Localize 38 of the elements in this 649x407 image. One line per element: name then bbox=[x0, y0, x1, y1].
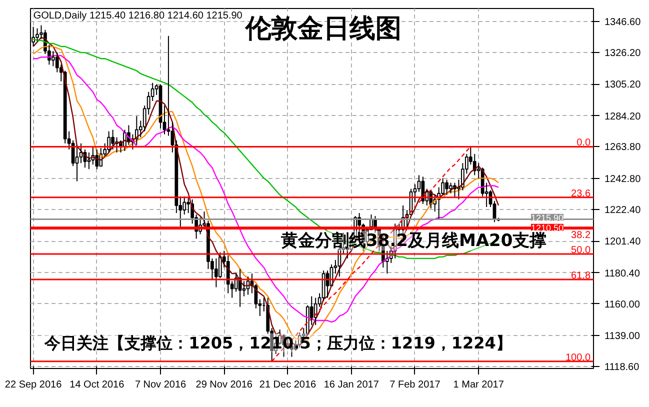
x-tick-label: 7 Nov 2016 bbox=[134, 380, 187, 390]
candlestick bbox=[95, 148, 99, 170]
y-tick-label: 1139.00 bbox=[604, 331, 640, 342]
candlestick bbox=[36, 28, 39, 41]
ref-line-label: 1210.50 bbox=[530, 222, 564, 233]
candlestick bbox=[63, 70, 67, 144]
annotation: 61.8 bbox=[571, 270, 591, 282]
x-tick-label: 16 Jan 2017 bbox=[324, 380, 380, 390]
x-tick-label: 7 Feb 2017 bbox=[390, 380, 441, 390]
candlestick bbox=[449, 182, 452, 194]
candlestick bbox=[254, 284, 258, 309]
y-tick-label: 1118.60 bbox=[604, 362, 640, 374]
y-tick-label: 1222.40 bbox=[604, 204, 642, 216]
annotation: 50.0 bbox=[571, 245, 591, 256]
annotation: 38.2 bbox=[571, 230, 591, 241]
x-tick-label: 22 Sep 2016 bbox=[4, 380, 62, 390]
y-tick-label: 1305.20 bbox=[604, 80, 642, 91]
y-tick-label: 1263.80 bbox=[604, 142, 642, 154]
y-tick-label: 1326.20 bbox=[604, 48, 642, 59]
annotation: 0.0 bbox=[576, 138, 591, 149]
x-tick-label: 21 Dec 2016 bbox=[259, 380, 317, 390]
chart-title: 伦敦金日线图 bbox=[244, 14, 402, 44]
y-tick-label: 1201.40 bbox=[604, 236, 642, 248]
candlestick bbox=[51, 50, 55, 67]
x-tick-label: 29 Nov 2016 bbox=[196, 380, 253, 390]
x-tick-label: 14 Oct 2016 bbox=[70, 380, 125, 390]
y-tick-label: 1160.00 bbox=[604, 299, 640, 310]
candlestick bbox=[445, 179, 448, 196]
y-tick-label: 1180.40 bbox=[604, 268, 640, 280]
y-tick-label: 1242.80 bbox=[604, 174, 642, 186]
candlestick bbox=[186, 197, 190, 214]
x-tick-label: 1 Mar 2017 bbox=[453, 380, 504, 390]
candlestick bbox=[55, 52, 59, 73]
y-tick-label: 1284.20 bbox=[604, 111, 642, 122]
candlestick bbox=[214, 258, 218, 288]
chart-subtitle: GOLD,Daily 1215.40 1216.80 1214.60 1215.90 bbox=[33, 10, 243, 22]
y-tick-label: 1346.60 bbox=[604, 16, 642, 28]
ref-line-label: 1215.90 bbox=[530, 212, 564, 223]
